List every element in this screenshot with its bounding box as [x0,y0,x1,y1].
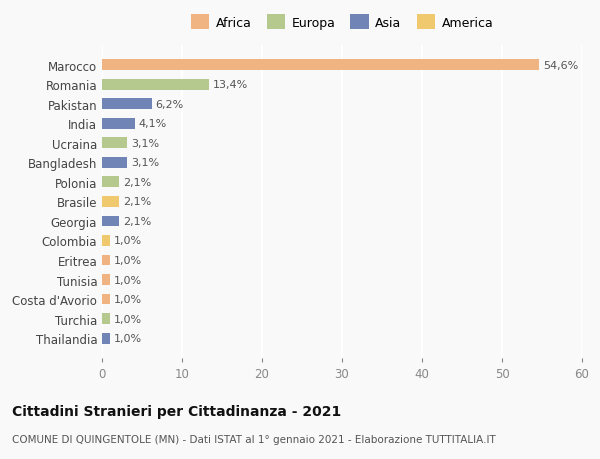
Text: 6,2%: 6,2% [155,100,184,109]
Bar [102,294,110,305]
Bar [102,274,110,285]
Text: Cittadini Stranieri per Cittadinanza - 2021: Cittadini Stranieri per Cittadinanza - 2… [12,404,341,418]
Bar [102,79,209,90]
Text: 3,1%: 3,1% [131,139,159,148]
Text: 4,1%: 4,1% [139,119,167,129]
Text: 1,0%: 1,0% [114,275,142,285]
Text: 3,1%: 3,1% [131,158,159,168]
Bar [102,138,127,149]
Text: 1,0%: 1,0% [114,236,142,246]
Bar [102,60,539,71]
Legend: Africa, Europa, Asia, America: Africa, Europa, Asia, America [187,11,497,34]
Text: 1,0%: 1,0% [114,256,142,265]
Bar [102,216,119,227]
Text: 2,1%: 2,1% [123,217,151,226]
Text: 1,0%: 1,0% [114,334,142,343]
Text: 2,1%: 2,1% [123,178,151,187]
Text: 13,4%: 13,4% [213,80,248,90]
Bar [102,333,110,344]
Bar [102,196,119,207]
Text: COMUNE DI QUINGENTOLE (MN) - Dati ISTAT al 1° gennaio 2021 - Elaborazione TUTTIT: COMUNE DI QUINGENTOLE (MN) - Dati ISTAT … [12,434,496,444]
Bar [102,177,119,188]
Bar [102,235,110,246]
Bar [102,118,135,129]
Bar [102,255,110,266]
Text: 1,0%: 1,0% [114,314,142,324]
Bar [102,157,127,168]
Text: 54,6%: 54,6% [543,61,578,70]
Bar [102,99,152,110]
Text: 1,0%: 1,0% [114,295,142,304]
Bar [102,313,110,325]
Text: 2,1%: 2,1% [123,197,151,207]
